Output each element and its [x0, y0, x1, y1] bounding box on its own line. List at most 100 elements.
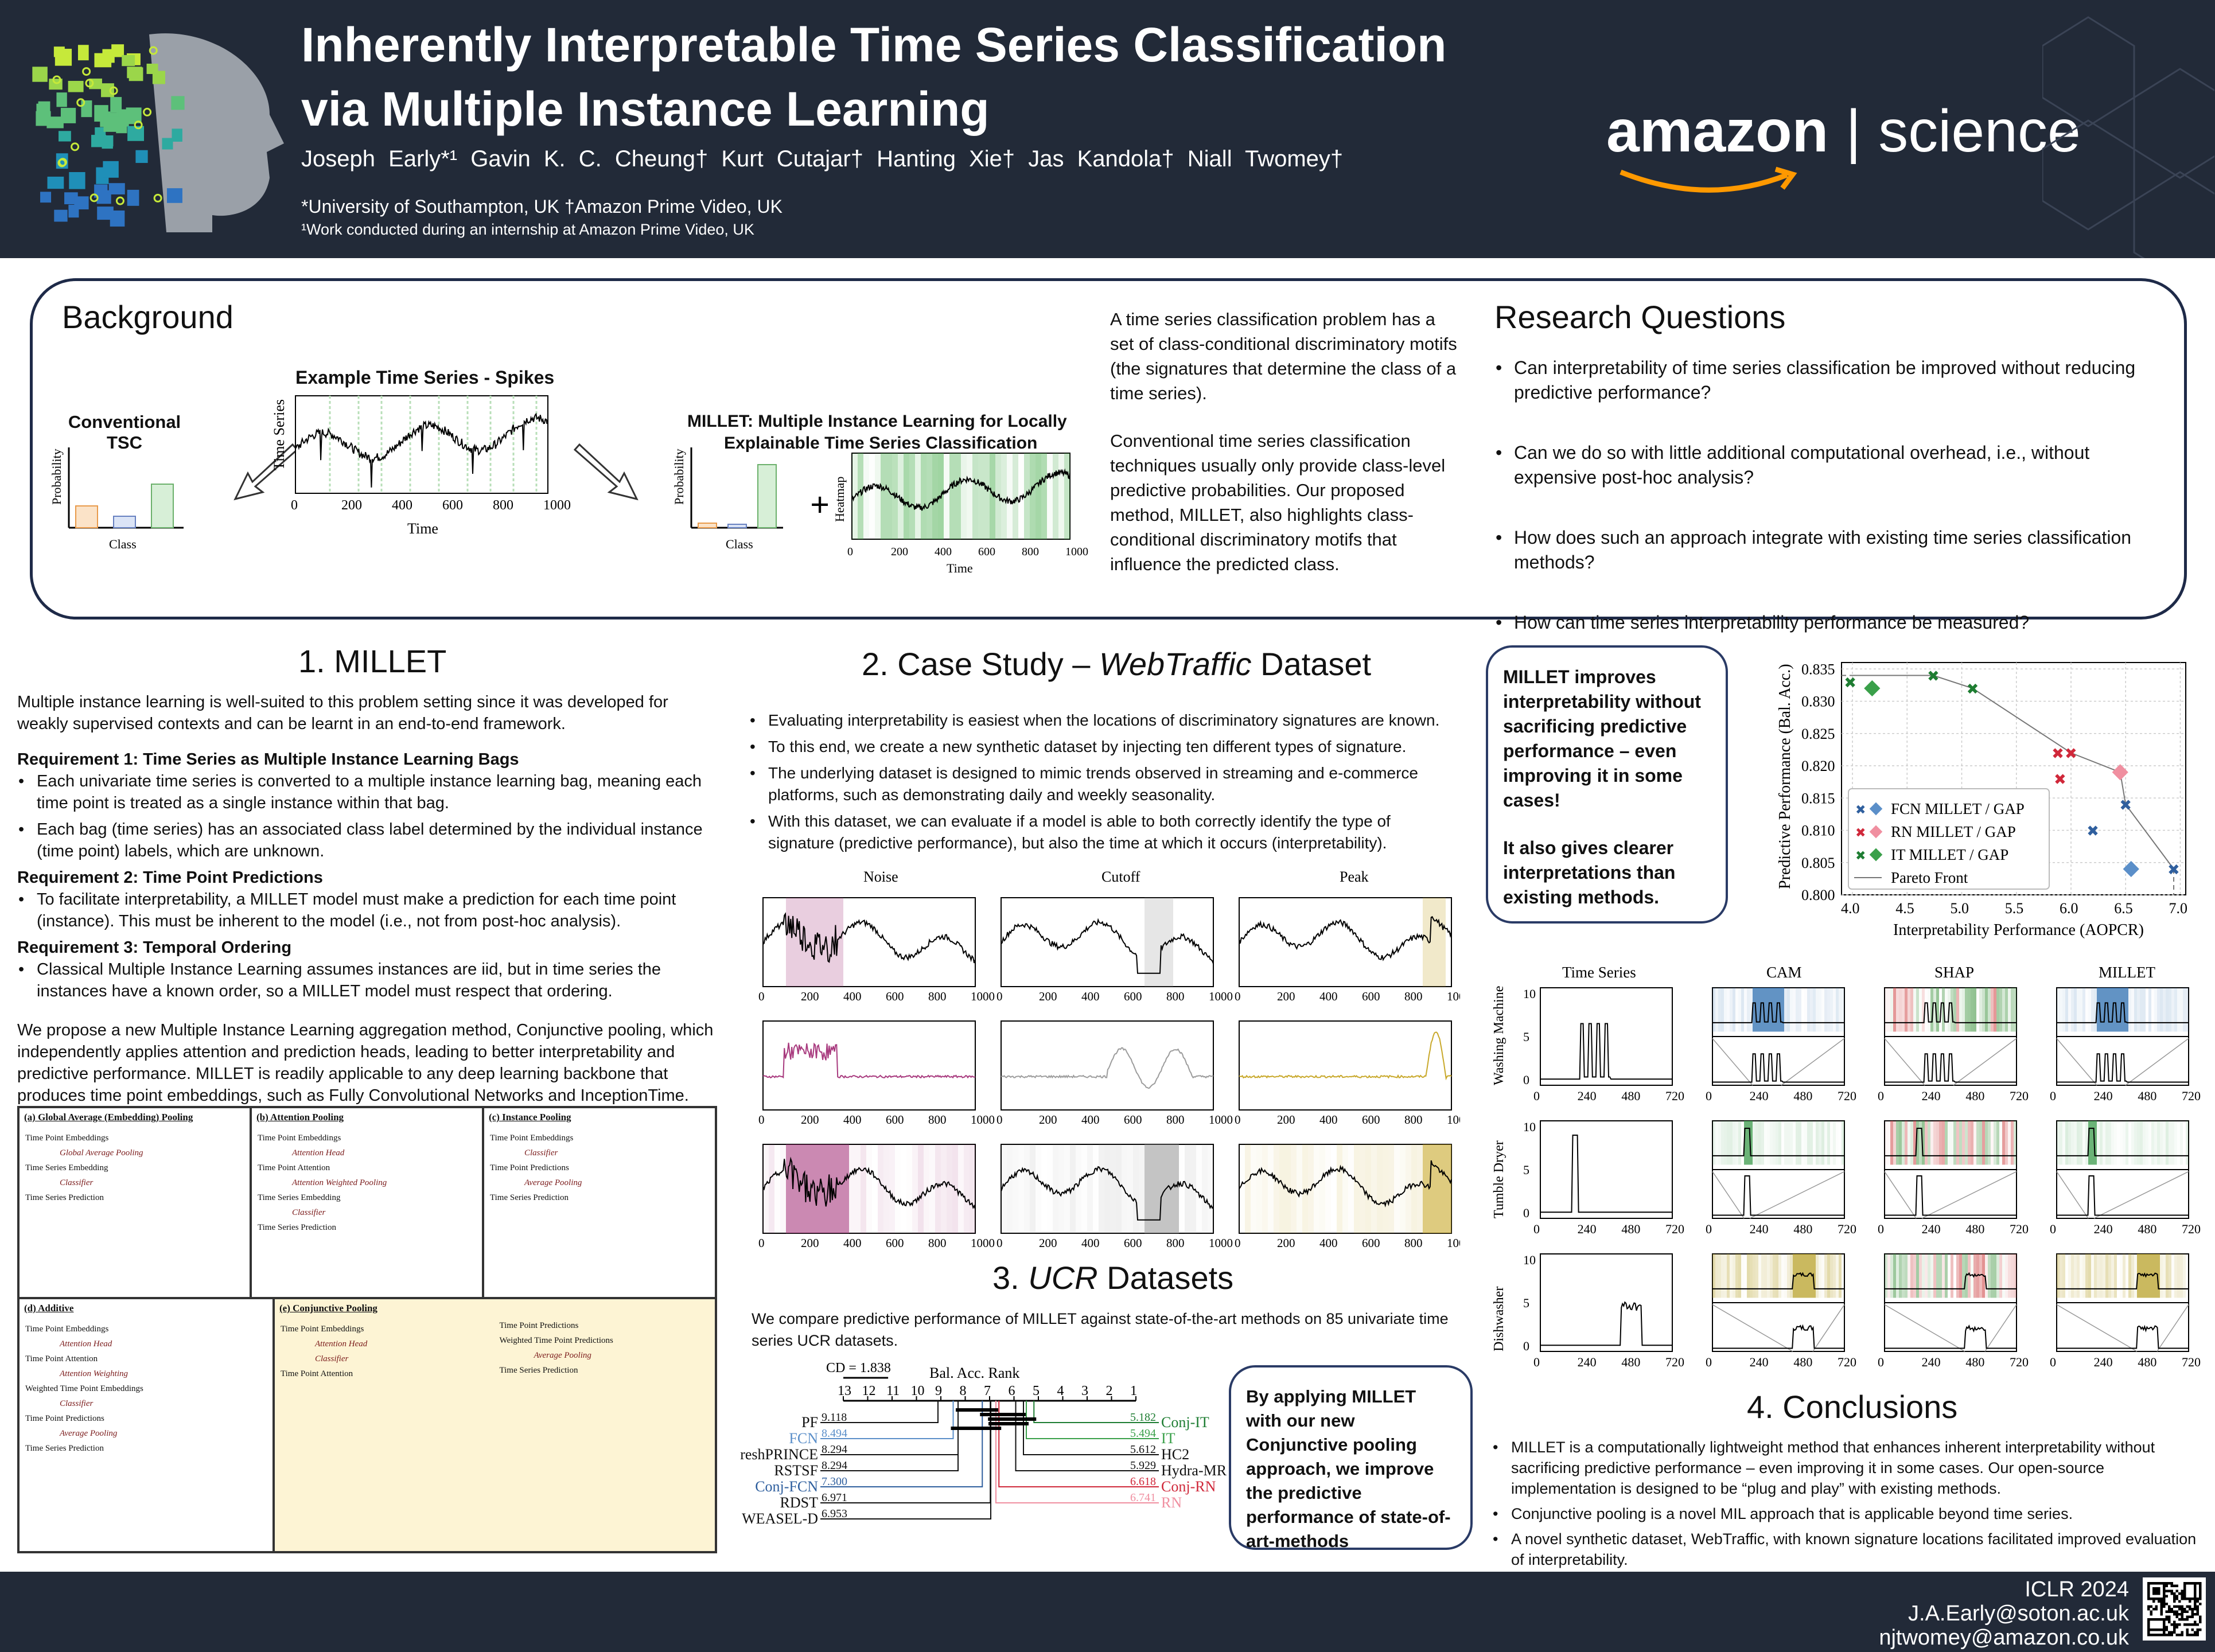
heat-cell [1976, 1121, 1979, 1165]
tick-label: 0 [1878, 1355, 1884, 1369]
heat-cell [1942, 988, 1945, 1032]
heat-cell [2068, 1121, 2071, 1165]
tick-label: 480 [2138, 1089, 2156, 1103]
y-tick: 0.830 [1801, 693, 1835, 710]
heat-cell [1951, 1121, 1953, 1165]
heat-cell [2166, 1121, 2169, 1165]
method-rank: 8.294 [822, 1443, 847, 1456]
heat-cell [1761, 1121, 1764, 1165]
heat-cell [1953, 1121, 1956, 1165]
heat-cell [1899, 1121, 1902, 1165]
pooling-row: Average Pooling [60, 1429, 118, 1438]
heat-cell [1185, 1144, 1190, 1233]
tick-label: 480 [1965, 1222, 1984, 1236]
method-name: RN [1161, 1494, 1182, 1511]
tick-label: 720 [2182, 1355, 2201, 1369]
heat-cell [1291, 1144, 1297, 1233]
millet-title-line1: MILLET: Multiple Instance Learning for L… [687, 412, 1067, 431]
heat-cell [1801, 1254, 1804, 1298]
email-twomey[interactable]: njtwomey@amazon.co.uk [1879, 1626, 2129, 1650]
y-tick: 0.825 [1801, 726, 1835, 742]
heat-cell [1747, 1254, 1750, 1298]
conventional-tsc-label: Conventional TSC [68, 412, 181, 453]
heat-cell [2068, 1254, 2071, 1298]
heat-cell [1842, 1121, 1844, 1165]
heat-cell [1885, 1254, 1887, 1298]
method-rank: 7.300 [822, 1475, 847, 1488]
tick-label: 0 [758, 1236, 765, 1248]
traffic-line [1239, 915, 1452, 961]
heat-cell [1824, 1121, 1827, 1165]
tick-label: 400 [1319, 1236, 1338, 1248]
heat-cell [1922, 988, 1925, 1032]
method-rank: 5.612 [1130, 1443, 1156, 1456]
power-line [1540, 1135, 1672, 1213]
heat-cell [1764, 988, 1767, 1032]
heat-cell [2062, 988, 2065, 1032]
heat-cell [1951, 1254, 1953, 1298]
heat-cell [1744, 988, 1747, 1032]
tick-label: 0 [1235, 1113, 1241, 1127]
heat-cell [1053, 1144, 1058, 1233]
heat-cell [1813, 1254, 1816, 1298]
method-rank: 6.741 [1130, 1491, 1156, 1504]
heat-cell [1996, 1121, 1999, 1165]
heat-cell [2177, 1254, 2180, 1298]
y-tick: 10 [1523, 987, 1536, 1001]
heat-cell [1730, 1121, 1733, 1165]
heat-cell [2154, 988, 2157, 1032]
heat-cell [1922, 1121, 1925, 1165]
heat-cell [1988, 1121, 1991, 1165]
case-panel [762, 1020, 976, 1111]
heat-cell [2071, 988, 2074, 1032]
pooling-row: Time Series Prediction [490, 1193, 569, 1202]
power-line [1712, 1053, 1844, 1083]
question-3: How does such an approach integrate with… [1494, 525, 2148, 575]
affiliations: *University of Southampton, UK †Amazon P… [301, 196, 783, 217]
heat-cell [2180, 988, 2183, 1032]
tick-label: 1000 [543, 498, 571, 513]
heat-cell [2154, 1254, 2157, 1298]
heat-cell [2108, 1254, 2111, 1298]
power-line-top [1885, 1128, 2017, 1156]
heat-cell [1962, 1254, 1965, 1298]
heat-cell [1965, 1121, 1968, 1165]
heat-cell [1973, 1254, 1976, 1298]
heat-cell [1836, 1121, 1839, 1165]
traffic-line [1001, 918, 1214, 974]
heat-cell [769, 1144, 774, 1233]
method-name: FCN [789, 1430, 818, 1447]
heat-cell [1830, 988, 1833, 1032]
heat-cell [1824, 1254, 1827, 1298]
heat-cell [1406, 1144, 1411, 1233]
heat-cell [2177, 988, 2180, 1032]
heat-cell [2137, 1121, 2140, 1165]
axis-tick-label: 12 [862, 1384, 876, 1398]
heat-cell [1956, 1121, 1959, 1165]
heat-cell [1948, 1254, 1951, 1298]
qr-code-icon[interactable] [2143, 1577, 2206, 1641]
pooling-row: Time Point Embeddings [490, 1133, 574, 1143]
pooling-row: Time Series Embedding [258, 1193, 341, 1202]
millet-text: Multiple instance learning is well-suite… [17, 691, 714, 1106]
heat-cell [2166, 988, 2169, 1032]
y-axis-label: Predictive Performance (Bal. Acc.) [1776, 664, 1794, 889]
heat-cell [2131, 988, 2134, 1032]
tick-label: 0 [996, 1113, 1003, 1127]
email-early[interactable]: J.A.Early@soton.ac.uk [1908, 1602, 2129, 1626]
heat-cell [1758, 1121, 1761, 1165]
axis-tick-label: 2 [1106, 1384, 1113, 1398]
interpretation-grid: Time Series CAM SHAP MILLET Washing Machine 0… [1492, 964, 2201, 1369]
heat-cell [1905, 1254, 1908, 1298]
pooling-row: Time Point Embeddings [281, 1324, 364, 1334]
heat-cell [1793, 988, 1796, 1032]
heat-cell [2103, 1121, 2105, 1165]
pooling-row: Time Point Predictions [25, 1414, 104, 1423]
heat-cell [2094, 988, 2097, 1032]
heat-cell [2105, 1254, 2108, 1298]
case-panel [1001, 1020, 1214, 1111]
heat-cell [1721, 988, 1724, 1032]
y-tick: 0.810 [1801, 823, 1835, 839]
method-rank: 5.494 [1130, 1427, 1156, 1440]
heat-cell [1919, 1121, 1922, 1165]
